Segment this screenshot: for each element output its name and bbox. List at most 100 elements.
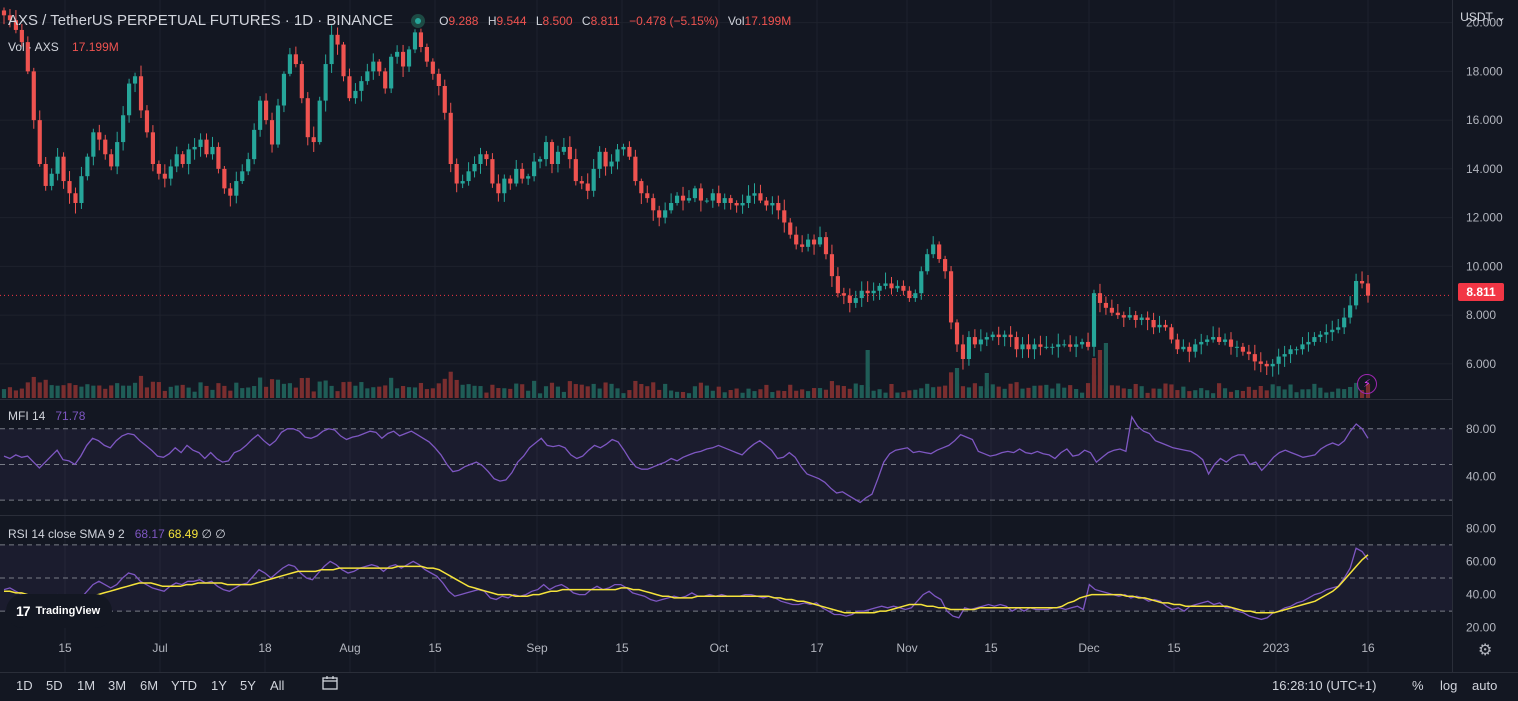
volume-bar <box>1145 392 1150 398</box>
candle <box>532 152 537 182</box>
candle <box>645 185 650 203</box>
market-status-icon[interactable] <box>411 13 426 28</box>
range-6m-button[interactable]: 6M <box>140 678 159 693</box>
candle <box>85 153 90 181</box>
volume-bar <box>287 383 292 398</box>
candle-body <box>383 71 388 89</box>
candle <box>1318 330 1323 343</box>
rsi-legend[interactable]: RSI 14 close SMA 9 2 68.17 68.49 ∅ ∅ <box>8 527 226 541</box>
volume-bar <box>126 385 132 398</box>
calendar-icon[interactable] <box>322 676 338 690</box>
volume-bar <box>1175 390 1180 398</box>
volume-bar <box>859 385 864 398</box>
clock-readout[interactable]: 16:28:10 (UTC+1) <box>1272 678 1377 693</box>
candle-body <box>460 181 465 184</box>
tradingview-logo[interactable]: 17 TradingView <box>6 594 112 628</box>
volume-bar <box>537 393 543 398</box>
volume-legend[interactable]: Vol · AXS 17.199M <box>8 40 119 54</box>
candle-body <box>782 210 787 223</box>
volume-bar <box>103 388 108 398</box>
volume-bar <box>1222 388 1228 398</box>
currency-selector[interactable]: USDT ⌄ <box>1460 10 1506 24</box>
candle-body <box>669 203 674 211</box>
candle <box>1294 346 1299 355</box>
mfi-legend[interactable]: MFI 14 71.78 <box>8 409 86 423</box>
range-1m-button[interactable]: 1M <box>77 678 96 693</box>
candle-body <box>1270 363 1275 367</box>
auto-scale-button[interactable]: auto <box>1472 678 1498 693</box>
volume-bar <box>698 382 703 398</box>
candle <box>299 60 304 104</box>
volume-bar <box>1264 390 1269 398</box>
candle-body <box>954 322 960 345</box>
candle <box>73 187 78 214</box>
volume-bar <box>490 384 495 398</box>
candle-body <box>49 173 54 186</box>
candle <box>168 159 173 186</box>
ohlc-readout: O9.288 H9.544 L8.500 C8.811 −0.478 (−5.1… <box>439 13 792 28</box>
candle-body <box>740 203 745 206</box>
volume-bar <box>412 387 418 398</box>
lightning-icon[interactable]: ⚡ <box>1357 374 1377 394</box>
range-3m-button[interactable]: 3M <box>108 678 127 693</box>
candle-body <box>913 293 918 299</box>
open-value: 9.288 <box>448 13 479 28</box>
candle <box>19 24 24 47</box>
rsi-tick-label: 60.00 <box>1466 554 1496 568</box>
candle-body <box>1085 341 1091 347</box>
candle <box>919 266 924 300</box>
volume-bar <box>192 391 197 398</box>
candle <box>406 46 412 72</box>
volume-bar <box>907 390 912 398</box>
candle-body <box>1306 341 1311 345</box>
candle <box>520 163 525 184</box>
range-1y-button[interactable]: 1Y <box>211 678 227 693</box>
symbol-title[interactable]: AXS / TetherUS PERPETUAL FUTURES · 1D · … <box>8 12 394 29</box>
volume-bar <box>1282 389 1287 398</box>
candle-body <box>692 188 698 199</box>
candle-body <box>138 76 144 111</box>
candle-body <box>174 154 179 167</box>
volume-bar <box>1181 386 1186 398</box>
volume-bar <box>710 390 715 398</box>
range-1d-button[interactable]: 1D <box>16 678 33 693</box>
candle-body <box>1234 346 1240 348</box>
range-5d-button[interactable]: 5D <box>46 678 63 693</box>
volume-bar <box>532 380 537 398</box>
candle-body <box>496 183 501 194</box>
candle-body <box>698 188 703 201</box>
candle-body <box>710 193 715 201</box>
mfi-tick-label: 80.00 <box>1466 422 1496 436</box>
volume-bar <box>561 391 566 398</box>
log-scale-button[interactable]: log <box>1440 678 1458 693</box>
chart-canvas[interactable]: 15 Jul 18 Aug 15 Sep 15 Oct 17 Nov 15 Dec 15 2023 16 20… <box>0 0 1518 672</box>
percent-scale-button[interactable]: % <box>1412 678 1424 693</box>
candle <box>186 143 191 175</box>
range-5y-button[interactable]: 5Y <box>240 678 256 693</box>
candle <box>1228 332 1234 355</box>
candle <box>31 67 36 129</box>
volume-bar <box>645 386 650 398</box>
candle-body <box>1157 324 1162 328</box>
volume-bar <box>395 388 400 398</box>
volume-bar <box>418 382 424 398</box>
candle-body <box>1169 327 1174 340</box>
candle-body <box>591 168 596 191</box>
volume-bar <box>1336 388 1341 398</box>
candle-body <box>1199 341 1204 345</box>
gear-icon[interactable]: ⚙ <box>1478 642 1493 659</box>
candle-body <box>1115 312 1120 316</box>
candle <box>466 162 471 186</box>
candle <box>1091 289 1097 357</box>
volume-bar <box>335 391 340 398</box>
candle <box>37 110 42 167</box>
range-all-button[interactable]: All <box>270 678 285 693</box>
candle <box>829 244 835 287</box>
range-ytd-button[interactable]: YTD <box>171 678 197 693</box>
volume-bar <box>752 391 757 398</box>
volume-bar <box>1330 391 1335 398</box>
candle <box>859 281 864 307</box>
candle-body <box>287 54 292 74</box>
candle <box>943 255 948 279</box>
candle-body <box>1062 344 1067 346</box>
